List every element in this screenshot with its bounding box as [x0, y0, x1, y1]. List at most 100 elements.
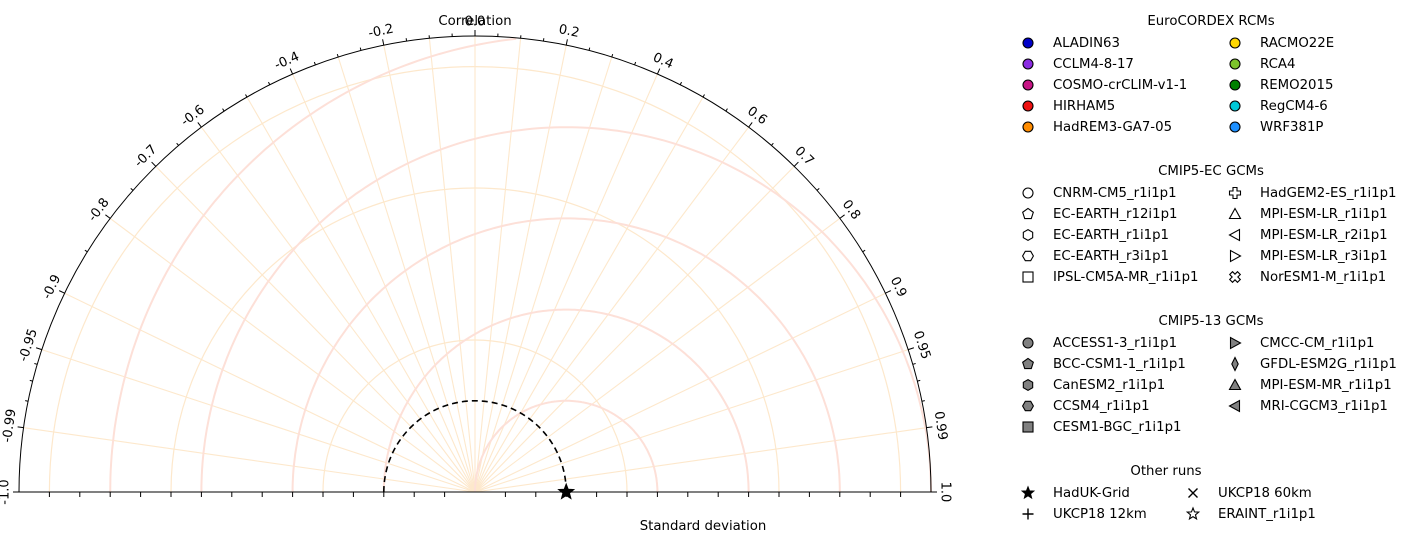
tick-label-layer: -1.0-0.99-0.95-0.9-0.8-0.7-0.6-0.4-0.2 0.…: [0, 15, 953, 505]
correlation-grid-line: [383, 45, 476, 493]
correlation-grid-line: [64, 292, 476, 493]
correlation-grid-line: [474, 217, 841, 493]
legend-item: UKCP18 60km: [1183, 483, 1312, 503]
star-open-marker-icon: [1185, 506, 1201, 521]
legend-item: GFDL-ESM2G_r1i1p1: [1225, 354, 1397, 374]
correlation-grid-line: [474, 73, 658, 493]
correlation-minor-tick: [912, 363, 916, 365]
circle-marker-icon: [1229, 58, 1241, 70]
legend-item: RegCM4-6: [1225, 96, 1328, 116]
legend-item: CCLM4-8-17: [1018, 54, 1134, 74]
circle-marker-icon: [1022, 79, 1034, 91]
correlation-minor-tick: [611, 53, 614, 58]
legend-item: ACCESS1-3_r1i1p1: [1018, 333, 1177, 353]
legend-item-label: MPI-ESM-MR_r1i1p1: [1260, 377, 1392, 393]
rms-contour: [291, 217, 841, 492]
plus-filled-open-marker-icon: [1228, 186, 1242, 200]
correlation-grid-line: [246, 96, 476, 493]
legend-item-label: RACMO22E: [1260, 35, 1335, 51]
legend-item: MPI-ESM-MR_r1i1p1: [1225, 375, 1392, 395]
correlation-grid-line: [474, 96, 704, 493]
legend-item-label: IPSL-CM5A-MR_r1i1p1: [1053, 269, 1199, 285]
correlation-grid-line: [41, 349, 476, 493]
correlation-tick-label: 0.8: [839, 197, 863, 223]
legend-item-label: GFDL-ESM2G_r1i1p1: [1260, 356, 1397, 372]
legend-item: EC-EARTH_r12i1p1: [1018, 204, 1177, 224]
legend-group-title: Other runs: [1130, 464, 1202, 479]
correlation-grid-line: [474, 56, 613, 493]
correlation-minor-tick: [816, 188, 820, 191]
pentagon-open-marker-icon: [1022, 207, 1034, 220]
correlation-major-tick: [289, 68, 294, 75]
legend-item-label: CanESM2_r1i1p1: [1053, 377, 1166, 393]
triangle-left-open-marker-icon: [1228, 228, 1241, 242]
correlation-minor-tick: [921, 400, 925, 402]
legend-item: MPI-ESM-LR_r3i1p1: [1225, 246, 1388, 266]
legend-item: UKCP18 12km: [1018, 504, 1147, 524]
legend-item: HadREM3-GA7-05: [1018, 117, 1172, 137]
grid-layer: [23, 36, 932, 493]
plus-marker-icon: [1022, 508, 1034, 520]
legend-item: REMO2015: [1225, 75, 1333, 95]
correlation-tick-label: -0.2: [367, 22, 395, 42]
legend-item: ALADIN63: [1018, 33, 1120, 53]
correlation-major-tick: [197, 122, 202, 128]
circle-marker-icon: [1022, 121, 1034, 133]
correlation-grid-line: [474, 349, 909, 493]
triangle-left-marker-icon: [1228, 399, 1241, 413]
correlation-minor-tick: [176, 142, 179, 146]
triangle-up-open-marker-icon: [1228, 207, 1242, 220]
legend-item-label: REMO2015: [1260, 77, 1334, 93]
square-marker-icon: [1022, 421, 1034, 433]
circle-marker-icon: [1022, 100, 1034, 112]
correlation-tick-label: 0.95: [910, 329, 933, 361]
correlation-minor-tick: [862, 249, 866, 253]
std-grid-arc: [48, 65, 902, 493]
square-open-marker-icon: [1022, 271, 1034, 283]
circle-marker-icon: [1229, 121, 1241, 133]
legend-item: MRI-CGCM3_r1i1p1: [1225, 396, 1388, 416]
hexagon-marker-icon: [1022, 378, 1034, 392]
correlation-minor-tick: [725, 108, 728, 112]
legend-item-label: ERAINT_r1i1p1: [1218, 506, 1316, 522]
correlation-minor-tick: [359, 47, 362, 51]
correlation-major-tick: [656, 68, 661, 75]
legend-item-label: WRF381P: [1260, 119, 1324, 135]
taylor-diagram: -1.0-0.99-0.95-0.9-0.8-0.7-0.6-0.4-0.2 0.…: [0, 14, 953, 534]
correlation-minor-tick: [336, 53, 339, 58]
correlation-tick-label: 0.2: [557, 22, 580, 41]
correlation-minor-tick: [702, 94, 705, 98]
correlation-minor-tick: [313, 61, 316, 66]
triangle-right-open-marker-icon: [1229, 249, 1242, 263]
legend-item: CMCC-CM_r1i1p1: [1225, 333, 1375, 353]
correlation-minor-tick: [34, 363, 38, 365]
correlation-major-tick: [926, 426, 933, 429]
outer-arc: [18, 35, 932, 493]
legend-item-label: EC-EARTH_r1i1p1: [1053, 227, 1170, 243]
legend-item: CCSM4_r1i1p1: [1018, 396, 1150, 416]
correlation-minor-tick: [25, 400, 29, 402]
correlation-minor-tick: [679, 81, 682, 86]
legend-item: EC-EARTH_r1i1p1: [1018, 225, 1169, 245]
correlation-tick-label: 0.9: [887, 275, 910, 300]
correlation-major-tick: [382, 39, 385, 46]
circle-marker-icon: [1229, 37, 1241, 49]
legend-item: MPI-ESM-LR_r1i1p1: [1225, 204, 1388, 224]
hexagon2-marker-icon: [1021, 400, 1035, 412]
legend-item: BCC-CSM1-1_r1i1p1: [1018, 354, 1186, 374]
correlation-grid-line: [200, 126, 476, 493]
legend-item-label: HadREM3-GA7-05: [1053, 119, 1173, 135]
circle-marker-icon: [1229, 100, 1241, 112]
correlation-grid-line: [428, 38, 476, 493]
correlation-tick-label: -0.95: [16, 327, 41, 364]
correlation-tick-label: -0.9: [40, 272, 65, 301]
legend-item: WRF381P: [1225, 117, 1323, 137]
correlation-tick-label: 0.6: [744, 104, 770, 128]
legend-item: HadUK-Grid: [1018, 483, 1130, 503]
correlation-grid-line: [474, 427, 927, 493]
axis-layer: [13, 30, 937, 497]
legend-item-label: CMCC-CM_r1i1p1: [1260, 335, 1375, 351]
legend-item-label: COSMO-crCLIM-v1-1: [1053, 77, 1188, 93]
correlation-tick-label: 0.99: [931, 410, 950, 441]
legend-item: MPI-ESM-LR_r2i1p1: [1225, 225, 1388, 245]
